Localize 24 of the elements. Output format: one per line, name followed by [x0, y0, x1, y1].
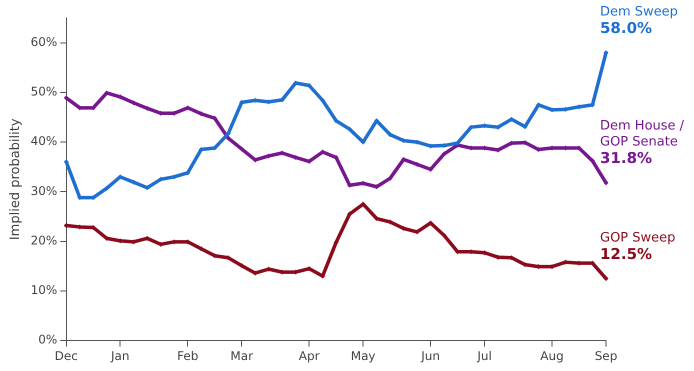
x-tick-label: Feb — [177, 348, 198, 363]
text: Dem Sweep — [600, 4, 678, 20]
y-tick-label: 0% — [38, 332, 58, 347]
y-tick-label: 10% — [30, 283, 58, 298]
x-tick-label: Aug — [540, 348, 564, 363]
y-tick-label: 20% — [30, 233, 58, 248]
y-axis-title: Implied probability — [8, 118, 24, 240]
x-tick-label: Jun — [420, 348, 440, 363]
x-tick-label: May — [350, 348, 376, 363]
y-tick-label: 60% — [30, 34, 58, 49]
x-tick-label: Apr — [298, 348, 320, 363]
y-tick-label: 50% — [30, 84, 58, 99]
data-label: 12.5% — [600, 244, 652, 263]
y-tick-label: 40% — [30, 134, 58, 148]
x-tick-label: Dec — [54, 348, 78, 363]
series-label: GOP Sweep — [600, 230, 676, 246]
x-tick-label: Sep — [594, 348, 618, 363]
x-tick-label: Jan — [110, 348, 130, 363]
series-label: Dem House / GOP Senate — [600, 118, 685, 150]
y-tick-label: 30% — [30, 184, 58, 198]
x-tick-label: Mar — [230, 348, 254, 363]
data-label: 31.8% — [600, 149, 652, 168]
x-tick-label: Jul — [476, 348, 492, 363]
data-label: 58.0% — [600, 19, 652, 38]
